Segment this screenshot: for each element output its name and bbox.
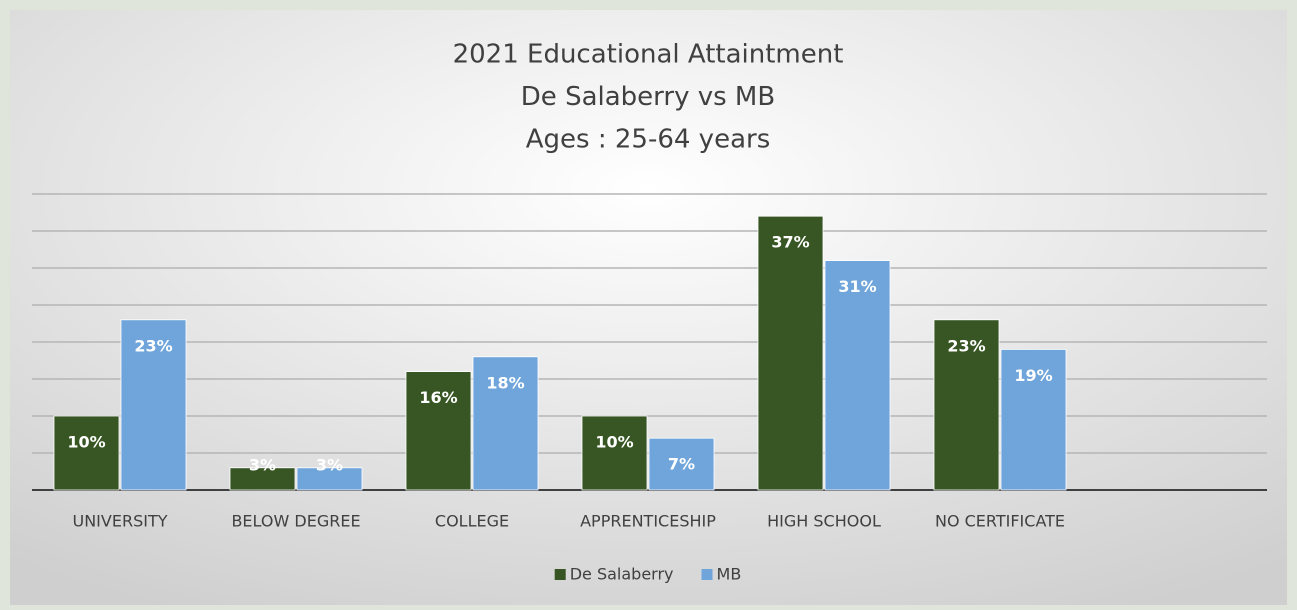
data-label: 16% (419, 388, 457, 407)
bar (757, 215, 824, 491)
data-label: 3% (249, 455, 276, 474)
chart-title: 2021 Educational Attaintment (453, 40, 844, 70)
data-label: 3% (316, 455, 343, 474)
data-label: 10% (595, 433, 633, 452)
bar (581, 415, 648, 491)
x-tick-label: APPRENTICESHIP (580, 512, 716, 531)
bar (405, 371, 472, 491)
x-tick-label: UNIVERSITY (73, 512, 168, 531)
data-label: 31% (838, 277, 876, 296)
chart-title: De Salaberry vs MB (521, 82, 775, 112)
bar (120, 319, 187, 491)
data-label: 19% (1014, 366, 1052, 385)
x-tick-label: HIGH SCHOOL (767, 512, 881, 531)
data-label: 7% (668, 455, 695, 474)
bar (1000, 348, 1067, 491)
data-label: 10% (67, 433, 105, 452)
data-label: 18% (486, 373, 524, 392)
bar (296, 467, 363, 491)
chart-title: Ages : 25-64 years (526, 125, 771, 155)
data-label: 37% (771, 233, 809, 252)
legend-swatch (701, 569, 713, 580)
bar (229, 467, 296, 491)
bar (933, 319, 1000, 491)
bar (53, 415, 120, 491)
data-label: 23% (947, 336, 985, 355)
legend-swatch (554, 569, 566, 580)
legend-label: De Salaberry (570, 565, 674, 584)
bar (824, 260, 891, 491)
bar (472, 356, 539, 491)
x-tick-label: NO CERTIFICATE (935, 512, 1065, 531)
legend-label: MB (717, 565, 742, 584)
bar (648, 437, 715, 491)
chart-area (10, 10, 1287, 605)
x-tick-label: COLLEGE (435, 512, 509, 531)
data-label: 23% (134, 336, 172, 355)
x-tick-label: BELOW DEGREE (231, 512, 360, 531)
